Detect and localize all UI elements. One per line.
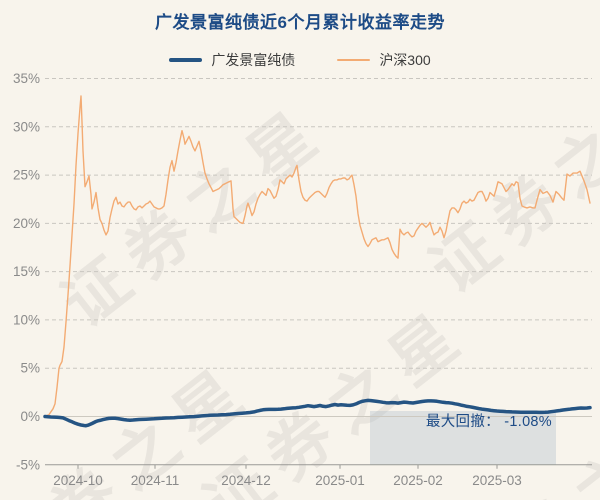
x-tick-label: 2025-02 [393,473,443,488]
y-tick-label: 25% [13,168,40,183]
legend: 广发景富纯债 沪深300 [0,51,600,69]
drawdown-region [370,411,556,465]
y-tick-label: 35% [13,71,40,86]
y-tick-label: 0% [20,409,40,424]
max-drawdown-label: 最大回撤： -1.08% [425,414,552,430]
fund-line [43,398,592,428]
y-tick-label: 15% [13,264,40,279]
y-tick-label: 20% [13,216,40,231]
y-tick-label: -5% [16,457,40,472]
fund-line-swatch [169,58,203,62]
y-tick-label: 30% [13,119,40,134]
legend-fund-label: 广发景富纯债 [211,52,296,68]
csi300-line-swatch [337,59,371,61]
csi300-line [44,95,591,418]
legend-item-csi300[interactable]: 沪深300 [337,50,431,70]
y-tick-label: 10% [13,312,40,327]
legend-csi300-label: 沪深300 [379,52,431,68]
x-tick-label: 2024-11 [131,473,180,488]
page-title: 广发景富纯债近6个月累计收益率走势 [155,13,445,32]
x-tick-label: 2025-01 [315,473,365,488]
y-tick-label: 5% [20,361,40,376]
x-tick-label: 2024-12 [221,473,271,488]
x-tick-label: 2024-10 [53,473,103,488]
x-tick-label: 2025-03 [472,473,522,488]
legend-item-fund[interactable]: 广发景富纯债 [169,50,295,70]
